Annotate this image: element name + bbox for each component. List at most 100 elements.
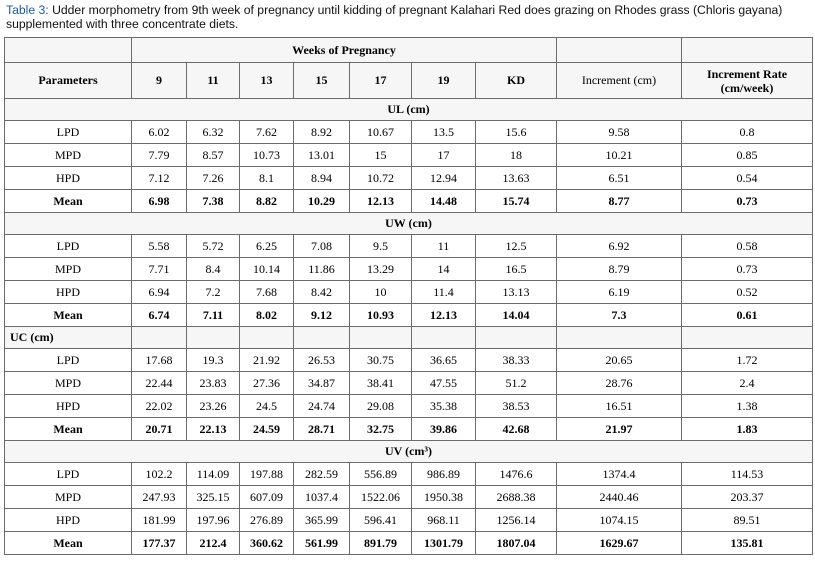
table-cell: 21.97 (556, 417, 682, 441)
section-row: UL (cm) (4, 98, 813, 121)
table-cell: 10.21 (556, 143, 682, 167)
table-cell: 561.99 (293, 531, 350, 555)
table-cell: 28.76 (556, 371, 682, 395)
table-cell: 197.88 (239, 462, 294, 486)
table-cell: 1.38 (681, 394, 813, 418)
table-cell: 203.37 (681, 485, 813, 509)
table-cell: 7.79 (131, 143, 187, 167)
table-cell: 10.67 (349, 120, 412, 144)
table-cell: 8.79 (556, 257, 682, 281)
table-cell: 0.54 (681, 166, 813, 190)
table-cell: 1256.14 (475, 508, 557, 532)
table-cell: 35.38 (411, 394, 476, 418)
table-cell: 6.98 (131, 189, 187, 213)
table-row: Mean 6.98 7.38 8.82 10.29 12.13 14.48 15.74 8.77… (4, 189, 813, 213)
table-cell: 7.38 (186, 189, 240, 213)
parameters-header: Parameters (4, 62, 132, 99)
table-cell: 14.04 (475, 303, 557, 327)
table-cell: 11.4 (411, 280, 476, 304)
header-row-weeks: Weeks of Pregnancy (4, 37, 813, 63)
section-row: UC (cm) (4, 326, 813, 349)
table-cell: 8.02 (239, 303, 294, 327)
table-cell: 34.87 (293, 371, 350, 395)
table-cell: 10.72 (349, 166, 412, 190)
table-cell: 2440.46 (556, 485, 682, 509)
table-body: Weeks of Pregnancy Parameters 9 11 13 15… (4, 37, 813, 555)
table-cell: 986.89 (411, 462, 476, 486)
table-cell: 13.29 (349, 257, 412, 281)
row-label: HPD (4, 394, 132, 418)
table-cell: 6.74 (131, 303, 187, 327)
table-cell: 1807.04 (475, 531, 557, 555)
weeks-of-pregnancy-header: Weeks of Pregnancy (131, 37, 557, 63)
table-cell: 596.41 (349, 508, 412, 532)
table-cell: 22.13 (186, 417, 240, 441)
table-cell: 16.51 (556, 394, 682, 418)
section-blank-cell (239, 326, 294, 349)
increment-rate-header: Increment Rate (cm/week) (681, 62, 813, 99)
table-cell: 22.02 (131, 394, 187, 418)
table-cell: 114.09 (186, 462, 240, 486)
header-row-columns: Parameters 9 11 13 15 17 19 KD Increment… (4, 62, 813, 99)
table-cell: 360.62 (239, 531, 294, 555)
table-cell: 7.11 (186, 303, 240, 327)
section-blank-cell (681, 326, 813, 349)
table-cell: 6.19 (556, 280, 682, 304)
table-cell: 1522.06 (349, 485, 412, 509)
table-row: LPD 17.68 19.3 21.92 26.53 30.75 36.65 38.33 20.… (4, 348, 813, 372)
table-cell: 26.53 (293, 348, 350, 372)
table-cell: 19.3 (186, 348, 240, 372)
table-cell: 968.11 (411, 508, 476, 532)
table-row: MPD 22.44 23.83 27.36 34.87 38.41 47.55 51.2 28.… (4, 371, 813, 395)
table-cell: 247.93 (131, 485, 187, 509)
table-cell: 14.48 (411, 189, 476, 213)
table-cell: 24.5 (239, 394, 294, 418)
table-cell: 177.37 (131, 531, 187, 555)
table-cell: 5.58 (131, 234, 187, 258)
row-label: LPD (4, 462, 132, 486)
table-cell: 21.92 (239, 348, 294, 372)
table-cell: 7.26 (186, 166, 240, 190)
table-cell: 6.51 (556, 166, 682, 190)
table-cell: 7.08 (293, 234, 350, 258)
table-cell: 1.72 (681, 348, 813, 372)
table-row: HPD 181.99 197.96 276.89 365.99 596.41 968.11 1… (4, 508, 813, 532)
table-cell: 7.68 (239, 280, 294, 304)
table-cell: 8.4 (186, 257, 240, 281)
table-cell: 282.59 (293, 462, 350, 486)
table-row: LPD 102.2 114.09 197.88 282.59 556.89 986.89 14… (4, 462, 813, 486)
table-cell: 0.73 (681, 189, 813, 213)
table-cell: 114.53 (681, 462, 813, 486)
table-cell: 30.75 (349, 348, 412, 372)
row-label: MPD (4, 485, 132, 509)
week-header: 11 (186, 62, 240, 99)
table-cell: 8.82 (239, 189, 294, 213)
table-cell: 36.65 (411, 348, 476, 372)
row-label: Mean (4, 417, 132, 441)
table-cell: 6.92 (556, 234, 682, 258)
table-cell: 1074.15 (556, 508, 682, 532)
row-label: MPD (4, 371, 132, 395)
table-cell: 51.2 (475, 371, 557, 395)
table-cell: 6.02 (131, 120, 187, 144)
table-cell: 8.42 (293, 280, 350, 304)
table-cell: 42.68 (475, 417, 557, 441)
table-row: Mean 20.71 22.13 24.59 28.71 32.75 39.86 42.68 2… (4, 417, 813, 441)
table-cell: 38.53 (475, 394, 557, 418)
table-cell: 9.12 (293, 303, 350, 327)
table-cell: 20.65 (556, 348, 682, 372)
table-label: Table 3: (6, 3, 49, 17)
table-cell: 13.13 (475, 280, 557, 304)
table-cell: 5.72 (186, 234, 240, 258)
table-cell: 212.4 (186, 531, 240, 555)
week-header: KD (475, 62, 557, 99)
table-cell: 10.29 (293, 189, 350, 213)
table-cell: 6.32 (186, 120, 240, 144)
section-blank-cell (186, 326, 240, 349)
row-label: MPD (4, 257, 132, 281)
udder-morphometry-table: Weeks of Pregnancy Parameters 9 11 13 15… (4, 37, 813, 555)
table-cell: 1301.79 (411, 531, 476, 555)
table-cell: 11.86 (293, 257, 350, 281)
table-cell: 15.74 (475, 189, 557, 213)
table-cell: 10 (349, 280, 412, 304)
